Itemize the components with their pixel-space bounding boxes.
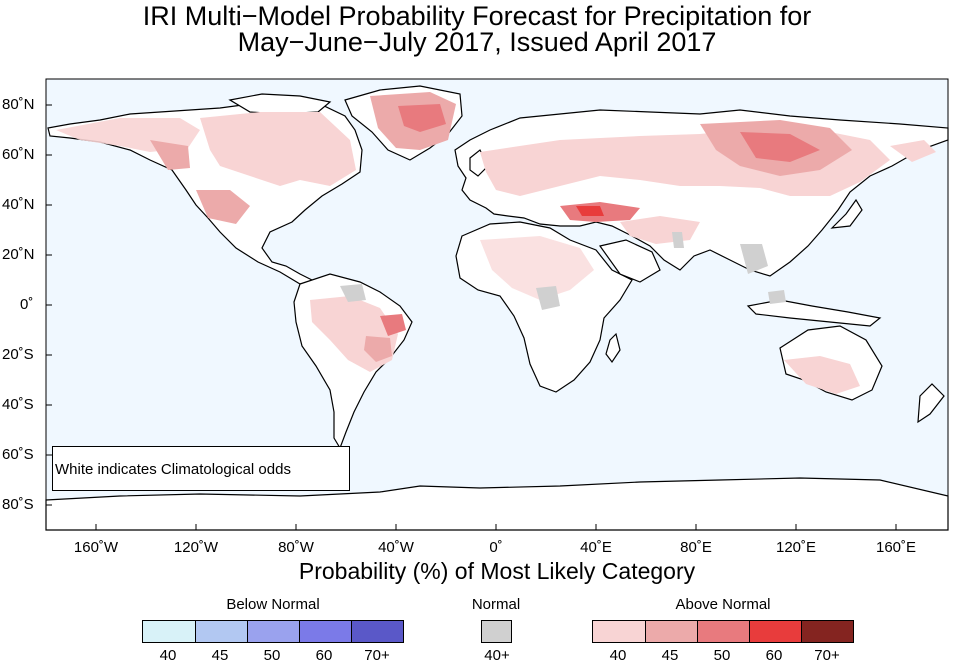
- legend-above-tick-70: 70+: [814, 647, 840, 664]
- lon-label-80w: 80˚W: [278, 539, 314, 556]
- normal-regions: [340, 232, 786, 310]
- legend-above-swatch-45: [645, 620, 698, 643]
- legend-below-swatch-60: [299, 620, 352, 643]
- japan: [830, 198, 863, 229]
- legend-normal-tick: 40+: [484, 647, 510, 664]
- lon-label-0: 0˚: [489, 539, 503, 556]
- legend-below-swatch-45: [195, 620, 248, 643]
- lat-label-40n: 40˚N: [2, 196, 35, 213]
- legend-above-normal-title: Above Normal: [675, 596, 771, 613]
- british-isles: [469, 149, 489, 177]
- lat-label-60s: 60˚S: [2, 446, 34, 463]
- lon-label-160e: 160˚E: [875, 539, 917, 556]
- lon-label-40w: 40˚W: [378, 539, 414, 556]
- lon-label-120e: 120˚E: [775, 539, 817, 556]
- legend-above-swatch-60: [749, 620, 802, 643]
- legend-below-swatch-40: [142, 620, 196, 643]
- legend-below-tick-40: 40: [159, 647, 177, 664]
- climatology-note: White indicates Climatological odds: [52, 446, 350, 491]
- map-title-line-1: IRI Multi−Model Probability Forecast for…: [142, 1, 812, 31]
- legend-below-tick-70: 70+: [364, 647, 390, 664]
- legend-above-swatch-50: [697, 620, 750, 643]
- madagascar: [605, 332, 621, 364]
- new-zealand: [917, 383, 945, 424]
- legend-axis-title: Probability (%) of Most Likely Category: [298, 558, 696, 584]
- legend-above-tick-60: 60: [765, 647, 783, 664]
- legend-below-tick-60: 60: [315, 647, 333, 664]
- lat-label-80n: 80˚N: [2, 96, 35, 113]
- legend-below-swatch-50: [247, 620, 300, 643]
- legend-below-tick-50: 50: [263, 647, 281, 664]
- arctic-islands: [228, 93, 332, 115]
- lon-label-80e: 80˚E: [680, 539, 712, 556]
- lat-label-0: 0˚: [20, 296, 34, 313]
- indonesia: [746, 299, 882, 327]
- legend-below-swatch-70: [351, 620, 404, 643]
- lat-label-80s: 80˚S: [2, 496, 34, 513]
- above-normal-regions: [56, 92, 936, 394]
- lon-label-160w: 160˚W: [73, 539, 119, 556]
- legend-above-swatch-40: [592, 620, 646, 643]
- antarctica: [45, 477, 949, 531]
- lon-label-40e: 40˚E: [580, 539, 612, 556]
- legend-above-tick-40: 40: [609, 647, 627, 664]
- axis-ticks: [46, 104, 897, 530]
- legend-above-tick-45: 45: [661, 647, 679, 664]
- legend-below-normal-title: Below Normal: [226, 596, 320, 613]
- legend-above-swatch-70: [801, 620, 854, 643]
- lon-label-120w: 120˚W: [173, 539, 219, 556]
- arabia: [598, 239, 661, 283]
- legend-normal-title: Normal: [471, 596, 521, 613]
- lat-label-20s: 20˚S: [2, 346, 34, 363]
- legend-normal-swatch: [481, 620, 512, 643]
- map-title-line-2: May−June−July 2017, Issued April 2017: [237, 27, 717, 57]
- legend-below-tick-45: 45: [211, 647, 229, 664]
- legend-above-tick-50: 50: [713, 647, 731, 664]
- lat-label-20n: 20˚N: [2, 246, 35, 263]
- lat-label-40s: 40˚S: [2, 396, 34, 413]
- lat-label-60n: 60˚N: [2, 146, 35, 163]
